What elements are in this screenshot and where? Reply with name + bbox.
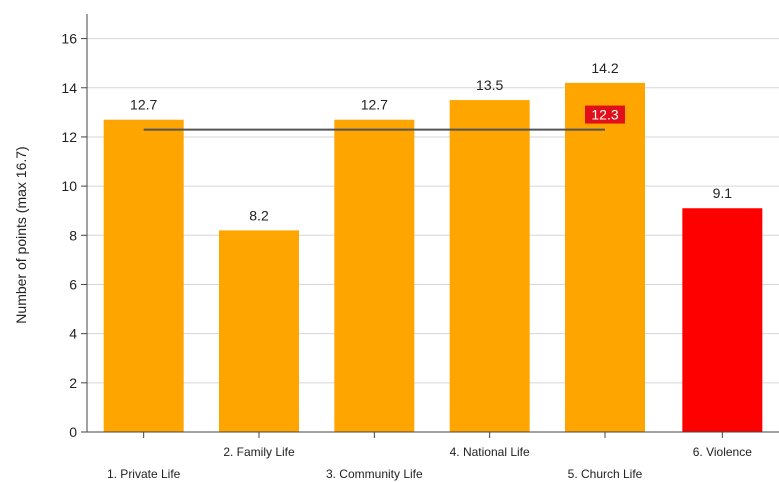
bars: [103, 82, 763, 433]
data-label: 8.2: [249, 207, 269, 223]
y-tick-label: 6: [69, 276, 77, 292]
data-label: 14.2: [591, 60, 618, 76]
y-tick-label: 14: [61, 80, 77, 96]
data-label: 12.7: [361, 97, 388, 113]
bar-3: [334, 119, 415, 433]
bar-2: [219, 230, 299, 432]
average-label-background: [585, 105, 625, 124]
bar-5: [565, 82, 645, 433]
x-tick-label: 2. Family Life: [223, 445, 295, 459]
bar-1: [103, 119, 184, 433]
x-tick-label: 6. Violence: [693, 445, 752, 459]
y-tick-label: 16: [61, 31, 77, 47]
grid-lines: [87, 38, 779, 384]
bar-6: [682, 208, 763, 432]
y-tick-label: 0: [69, 424, 77, 440]
y-tick-label: 8: [69, 227, 77, 243]
axes: [81, 14, 779, 438]
value-labels: 12.7 8.2 12.7 13.5 14.2 9.1: [130, 60, 732, 224]
data-label: 12.7: [130, 97, 157, 113]
y-tick-label: 4: [69, 326, 77, 342]
bar-4: [449, 100, 530, 432]
x-tick-label: 3. Community Life: [326, 467, 423, 481]
x-tick-label: 4. National Life: [450, 445, 530, 459]
data-label: 13.5: [476, 77, 503, 93]
x-tick-label: 1. Private Life: [107, 467, 181, 481]
y-tick-label: 12: [61, 129, 77, 145]
average-label: 12.3: [591, 107, 618, 123]
y-tick-label: 10: [61, 178, 77, 194]
y-tick-labels: 0 2 4 6 8 10 12 14 16: [61, 31, 77, 440]
x-tick-labels: 1. Private Life 2. Family Life 3. Communit…: [107, 445, 752, 481]
x-tick-label: 5. Church Life: [568, 467, 643, 481]
y-tick-label: 2: [69, 375, 77, 391]
average-line-group: 12.3: [143, 105, 625, 131]
y-axis-label: Number of points (max 16.7): [13, 146, 29, 323]
data-label: 9.1: [713, 185, 733, 201]
